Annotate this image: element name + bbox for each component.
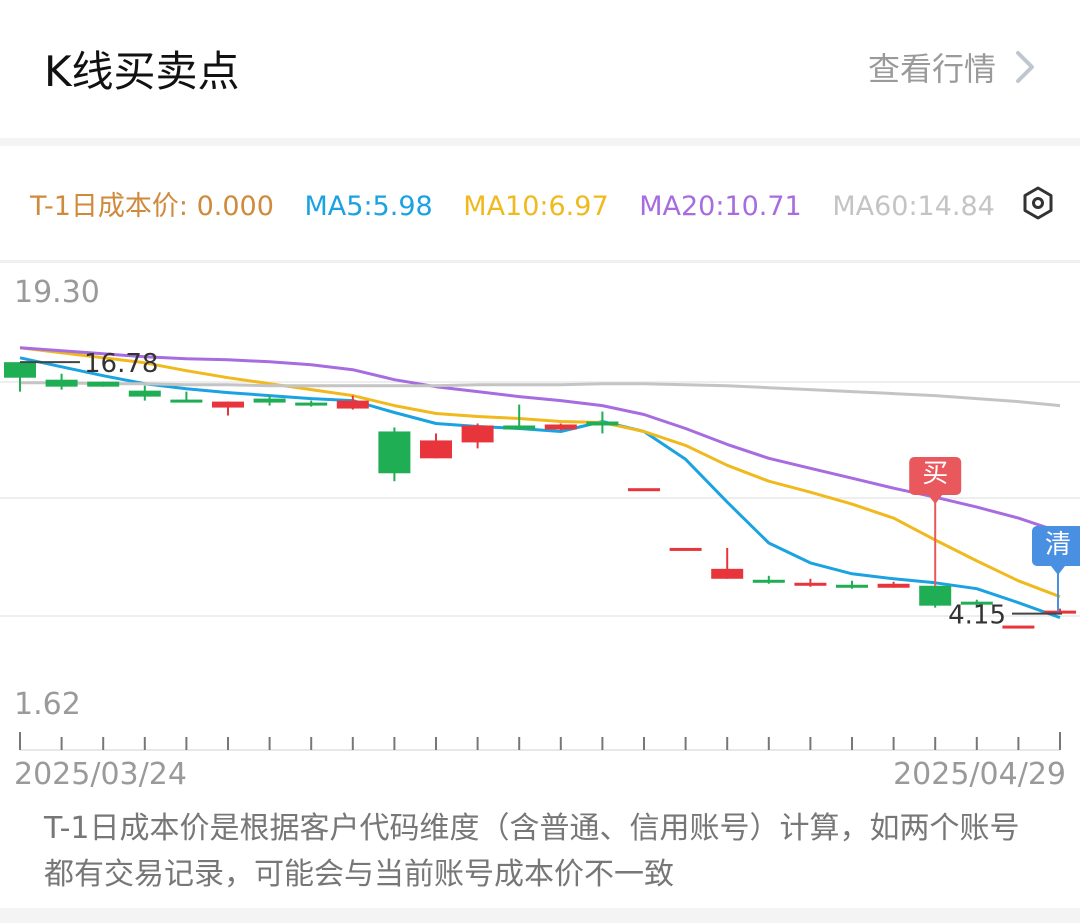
candle-body: [420, 440, 452, 459]
ma20-line: [19, 346, 1061, 534]
candle-body: [4, 362, 36, 378]
candle-body: [628, 488, 660, 492]
page-title: K线买卖点: [44, 47, 240, 96]
candle-body: [128, 390, 161, 397]
candle-body: [336, 400, 369, 409]
candle-body: [170, 399, 203, 403]
candle-body: [503, 425, 536, 430]
section-divider: [0, 138, 1080, 146]
y-max-label: 19.30: [14, 275, 100, 310]
candle-body: [919, 585, 952, 606]
x-end-label: 2025/04/29: [893, 757, 1066, 792]
cost-price-label: T-1日成本价: 0.000: [30, 191, 274, 222]
ma60-label: MA60:14.84: [832, 191, 995, 222]
page-header: K线买卖点 查看行情: [0, 0, 1080, 138]
candle-body: [1044, 610, 1076, 614]
cost-note: T-1日成本价是根据客户代码维度（含普通、信用账号）计算，如两个账号都有交易记录…: [44, 811, 1020, 892]
y-min-label: 1.62: [14, 687, 81, 722]
candle-body: [295, 402, 328, 406]
candle-body: [877, 583, 910, 588]
candle-body: [461, 425, 494, 443]
buy-marker-label: 买: [922, 459, 948, 489]
candle-body: [87, 381, 120, 387]
ma60-line: [20, 381, 1061, 408]
candle-body: [794, 582, 827, 586]
candle-body: [711, 568, 744, 579]
view-quote-link[interactable]: 查看行情: [868, 44, 1040, 90]
candle-body: [544, 424, 577, 430]
candle-body: [1002, 625, 1035, 629]
ma5-label: MA5:5.98: [304, 191, 433, 222]
clear-marker-label: 清: [1045, 530, 1071, 560]
candle-body: [378, 431, 411, 474]
legend-divider: [0, 260, 1080, 262]
ma-legend: T-1日成本价: 0.000 MA5:5.98 MA10:6.97 MA20:1…: [30, 184, 1017, 223]
high-annotation-label: 16.78: [84, 349, 158, 379]
candle-body: [836, 584, 868, 588]
clear-marker-badge: [1032, 526, 1080, 575]
chevron-right-icon: [1016, 51, 1034, 83]
kline-chart[interactable]: 19.30 1.62 16.78 4.15 买清 2025/03/24 2025/04/29: [0, 262, 1080, 802]
candle-body: [212, 401, 244, 408]
candle-body: [253, 398, 286, 403]
footer-bar: [0, 908, 1080, 923]
ma20-label: MA20:10.71: [639, 191, 802, 222]
settings-icon[interactable]: [1020, 185, 1056, 221]
low-annotation-label: 4.15: [948, 601, 1006, 631]
candle-body: [669, 547, 702, 551]
view-quote-label: 查看行情: [867, 50, 996, 88]
ma10-line: [19, 346, 1061, 599]
candle-body: [752, 579, 785, 583]
candle-body: [45, 379, 78, 387]
x-start-label: 2025/03/24: [14, 757, 187, 792]
buy-marker-badge: [909, 457, 962, 504]
ma5-line: [19, 356, 1061, 620]
candle-body: [960, 601, 993, 605]
ma10-label: MA10:6.97: [463, 191, 609, 222]
candle-body: [586, 421, 619, 426]
